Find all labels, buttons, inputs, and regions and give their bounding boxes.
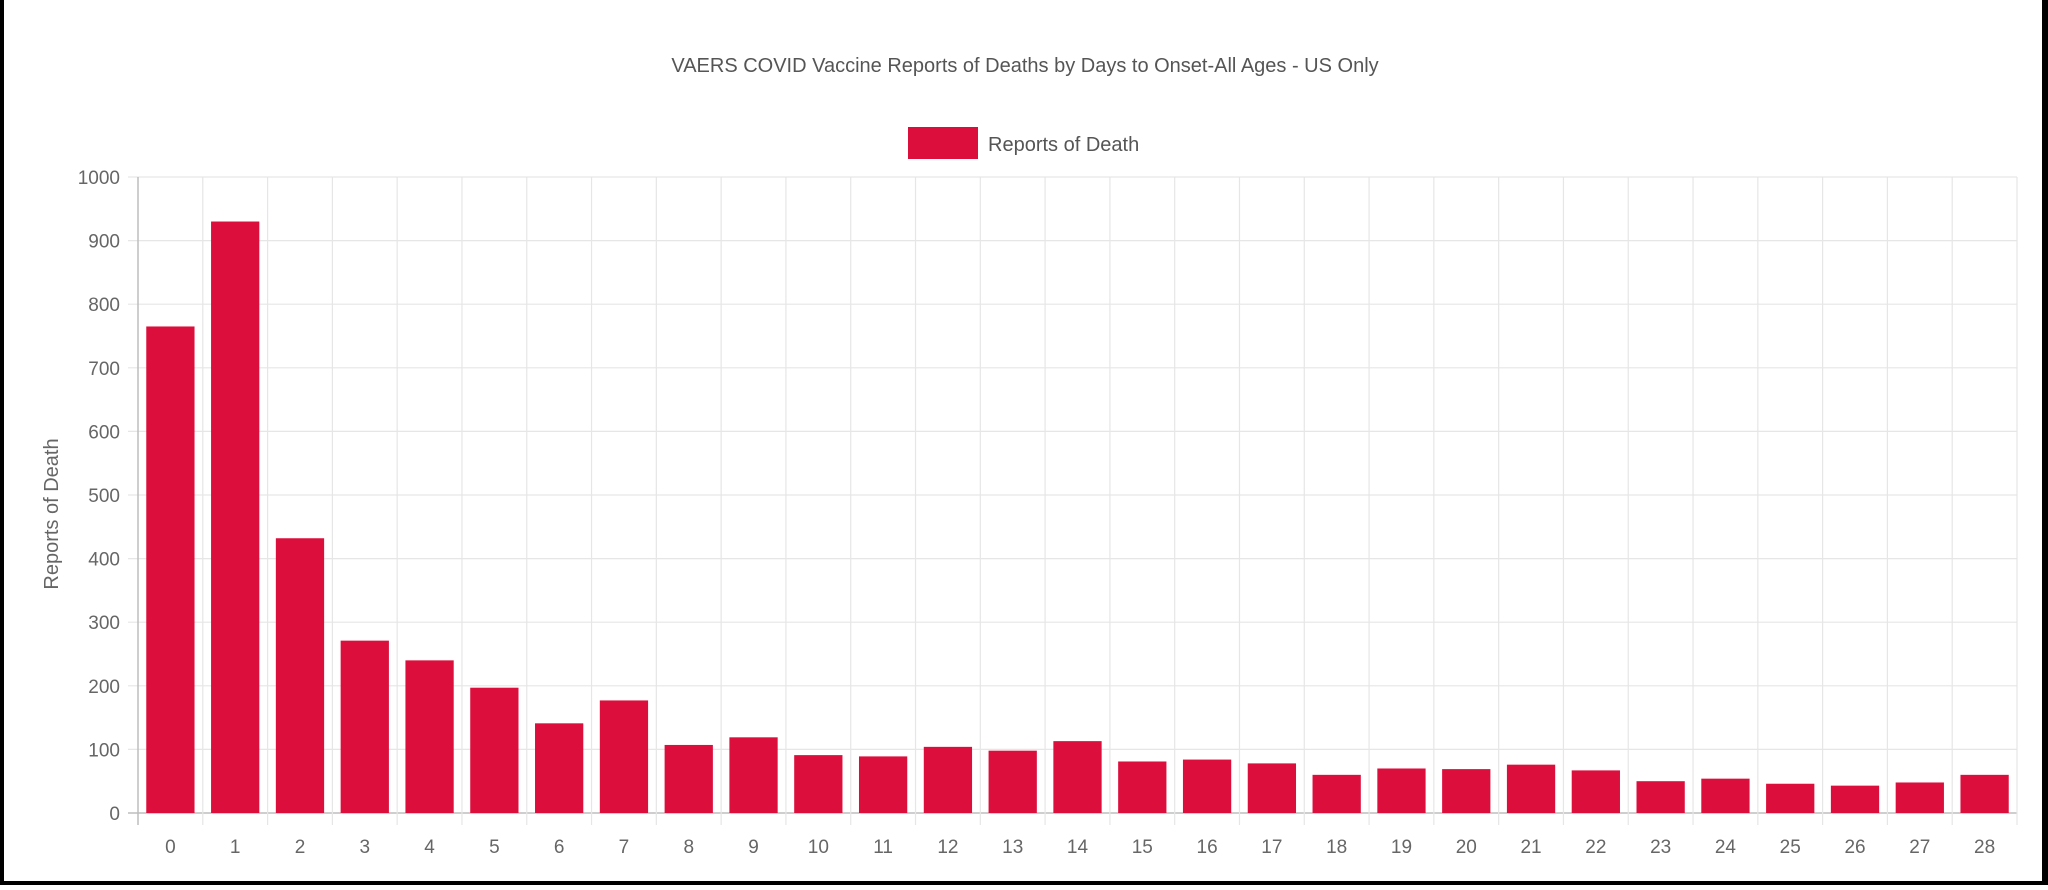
y-tick-label: 0 [109,804,120,825]
bar[interactable] [1766,783,1815,813]
x-tick-label: 2 [295,837,306,858]
x-tick-label: 18 [1326,837,1347,858]
x-tick-label: 24 [1715,837,1737,858]
bar[interactable] [1118,761,1167,813]
bar[interactable] [988,750,1037,813]
bar[interactable] [211,221,260,813]
bar[interactable] [664,744,713,813]
y-axis-ticks: 0 100 200 300 400 500 600 700 800 900 1000 [78,168,120,825]
bar[interactable] [1506,764,1556,813]
bar[interactable] [1830,785,1880,813]
y-tick-label: 400 [88,550,120,571]
x-tick-label: 23 [1650,837,1671,858]
x-tick-label: 9 [748,837,759,858]
bar[interactable] [1701,778,1750,813]
x-tick-label: 17 [1261,837,1282,858]
chart-title: VAERS COVID Vaccine Reports of Deaths by… [671,55,1378,77]
bar[interactable] [405,660,454,813]
y-tick-label: 1000 [78,168,120,189]
legend[interactable]: Reports of Death [908,127,1139,159]
x-tick-label: 25 [1780,837,1801,858]
bar[interactable] [794,755,843,813]
bar[interactable] [340,640,389,813]
x-tick-label: 21 [1520,837,1541,858]
grid [128,176,2018,825]
x-axis-ticks: 0 1 2 3 4 5 6 7 8 9 10 11 12 13 14 15 16 17 18 19 20 21 22 23 24… [165,837,1995,858]
x-tick-label: 15 [1132,837,1153,858]
bar[interactable] [470,687,519,813]
bar[interactable] [1636,781,1685,813]
left-border [0,0,4,885]
x-tick-label: 13 [1002,837,1023,858]
x-tick-label: 19 [1391,837,1412,858]
y-tick-label: 500 [88,486,120,507]
x-tick-label: 0 [165,837,176,858]
x-tick-label: 8 [683,837,694,858]
y-tick-label: 900 [88,232,120,253]
y-tick-label: 200 [88,677,120,698]
right-border [2042,0,2048,885]
y-axis-title: Reports of Death [41,438,63,589]
x-tick-label: 26 [1844,837,1865,858]
x-tick-label: 5 [489,837,500,858]
x-tick-label: 16 [1197,837,1218,858]
bar[interactable] [1960,774,2009,813]
bar[interactable] [923,746,973,813]
x-tick-label: 11 [873,837,893,858]
legend-swatch [908,127,978,159]
bar[interactable] [729,737,778,813]
bar[interactable] [1053,741,1102,813]
x-tick-label: 1 [230,837,241,858]
x-tick-label: 10 [808,837,829,858]
y-tick-label: 300 [88,613,120,634]
y-tick-label: 600 [88,422,120,443]
y-tick-label: 100 [88,740,120,761]
x-tick-label: 20 [1456,837,1477,858]
bar[interactable] [535,723,584,813]
legend-label: Reports of Death [988,134,1139,156]
bar[interactable] [1442,769,1491,813]
bar[interactable] [1377,768,1426,813]
x-tick-label: 7 [619,837,630,858]
bar[interactable] [599,700,649,813]
x-tick-label: 3 [359,837,370,858]
bar[interactable] [858,756,908,813]
x-tick-label: 22 [1585,837,1606,858]
y-tick-label: 800 [88,295,120,316]
bars [146,221,2009,813]
bar[interactable] [1312,774,1361,813]
x-tick-label: 6 [554,837,565,858]
x-tick-label: 14 [1067,837,1089,858]
bar[interactable] [146,326,195,813]
bar[interactable] [1182,759,1232,813]
bar[interactable] [1895,782,1944,813]
x-tick-label: 28 [1974,837,1995,858]
bar[interactable] [275,538,325,813]
y-tick-label: 700 [88,359,120,380]
bar[interactable] [1247,763,1297,813]
bar[interactable] [1571,770,1620,813]
x-tick-label: 12 [937,837,958,858]
x-tick-label: 27 [1909,837,1930,858]
bottom-border [0,881,2048,885]
x-tick-label: 4 [424,837,435,858]
